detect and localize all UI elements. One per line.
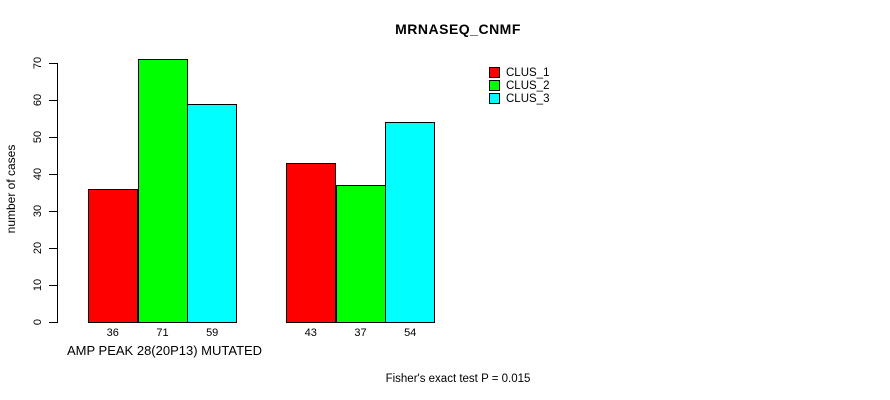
bar-value-label: 36 bbox=[106, 327, 119, 339]
y-tick bbox=[49, 137, 57, 138]
bar-value-label: 59 bbox=[206, 327, 219, 339]
y-axis-label: number of cases bbox=[4, 144, 18, 234]
y-tick-label: 70 bbox=[32, 56, 44, 70]
bar-clus_1-group1 bbox=[88, 188, 138, 323]
y-tick-label: 50 bbox=[32, 130, 44, 144]
y-tick bbox=[49, 174, 57, 175]
y-tick bbox=[49, 63, 57, 64]
y-tick-label: 60 bbox=[32, 93, 44, 107]
y-tick bbox=[49, 285, 57, 286]
y-tick bbox=[49, 248, 57, 249]
chart-title: MRNASEQ_CNMF bbox=[395, 21, 521, 37]
legend-label: CLUS_1 bbox=[506, 66, 550, 79]
y-tick bbox=[49, 211, 57, 212]
legend-row: CLUS_2 bbox=[489, 79, 549, 92]
y-tick bbox=[49, 100, 57, 101]
y-tick-label: 40 bbox=[32, 167, 44, 181]
y-tick-label: 0 bbox=[32, 318, 44, 326]
bar-clus_2-group2 bbox=[335, 185, 386, 323]
bar-clus_2-group1 bbox=[137, 59, 188, 323]
bar-value-label: 43 bbox=[304, 327, 317, 339]
y-tick bbox=[49, 322, 57, 323]
y-tick-label: 30 bbox=[32, 204, 44, 218]
bar-value-label: 37 bbox=[354, 327, 367, 339]
legend-swatch-clus_2 bbox=[489, 80, 500, 91]
bar-value-label: 54 bbox=[404, 327, 417, 339]
footer-pvalue: Fisher's exact test P = 0.015 bbox=[385, 373, 531, 385]
bar-clus_3-group2 bbox=[385, 122, 436, 323]
bar-value-label: 71 bbox=[156, 327, 169, 339]
legend-row: CLUS_1 bbox=[489, 66, 549, 79]
legend-label: CLUS_3 bbox=[506, 92, 550, 105]
x-axis-label: AMP PEAK 28(20P13) MUTATED bbox=[67, 343, 263, 358]
y-tick-label: 10 bbox=[32, 278, 44, 292]
legend: CLUS_1 CLUS_2 CLUS_3 bbox=[489, 66, 549, 105]
legend-swatch-clus_3 bbox=[489, 93, 500, 104]
bar-clus_1-group2 bbox=[286, 162, 336, 323]
legend-label: CLUS_2 bbox=[506, 79, 550, 92]
y-tick-label: 20 bbox=[32, 241, 44, 255]
bar-clus_3-group1 bbox=[187, 103, 238, 323]
y-axis-line bbox=[57, 63, 58, 323]
legend-row: CLUS_3 bbox=[489, 92, 549, 105]
legend-swatch-clus_1 bbox=[489, 67, 500, 78]
